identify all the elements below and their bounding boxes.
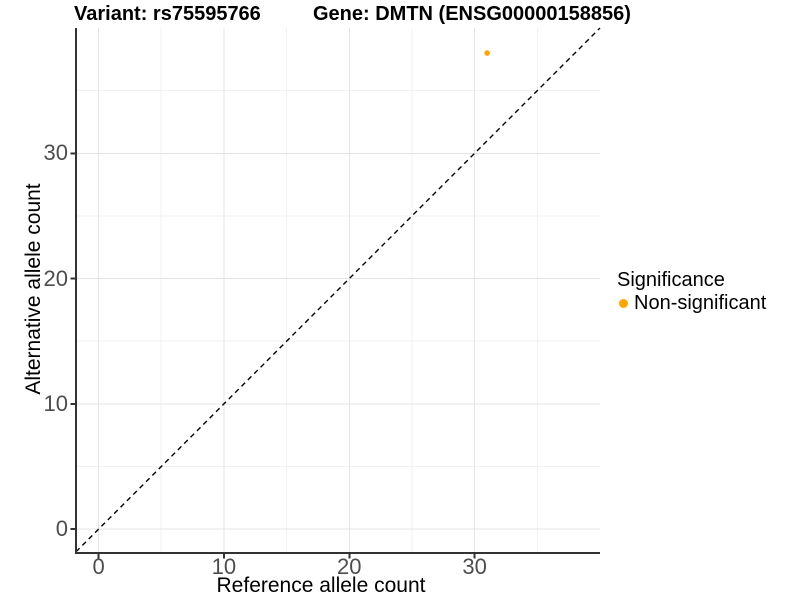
x-axis-title: Reference allele count xyxy=(216,574,426,597)
x-tick-label: 30 xyxy=(462,554,487,579)
y-tick-label: 30 xyxy=(43,140,68,166)
y-tick-label: 10 xyxy=(43,390,68,416)
variant-title: Variant: rs75595766 xyxy=(74,3,261,25)
y-axis-title: Alternative allele count xyxy=(22,183,45,395)
legend-item-label: Non-significant xyxy=(634,292,767,314)
identity-line xyxy=(75,27,601,553)
x-tick-label: 0 xyxy=(92,554,105,579)
legend: Significance Non-significant xyxy=(617,268,766,314)
gene-title: Gene: DMTN (ENSG00000158856) xyxy=(313,3,631,25)
legend-item-non-significant: Non-significant xyxy=(617,292,766,314)
y-tick-label: 20 xyxy=(43,265,68,291)
data-point xyxy=(484,50,490,56)
legend-title: Significance xyxy=(617,269,725,291)
x-tick-label: 10 xyxy=(211,554,237,579)
legend-point-icon xyxy=(619,298,628,308)
x-tick-label: 20 xyxy=(337,554,362,579)
y-tick-label: 0 xyxy=(55,516,68,542)
